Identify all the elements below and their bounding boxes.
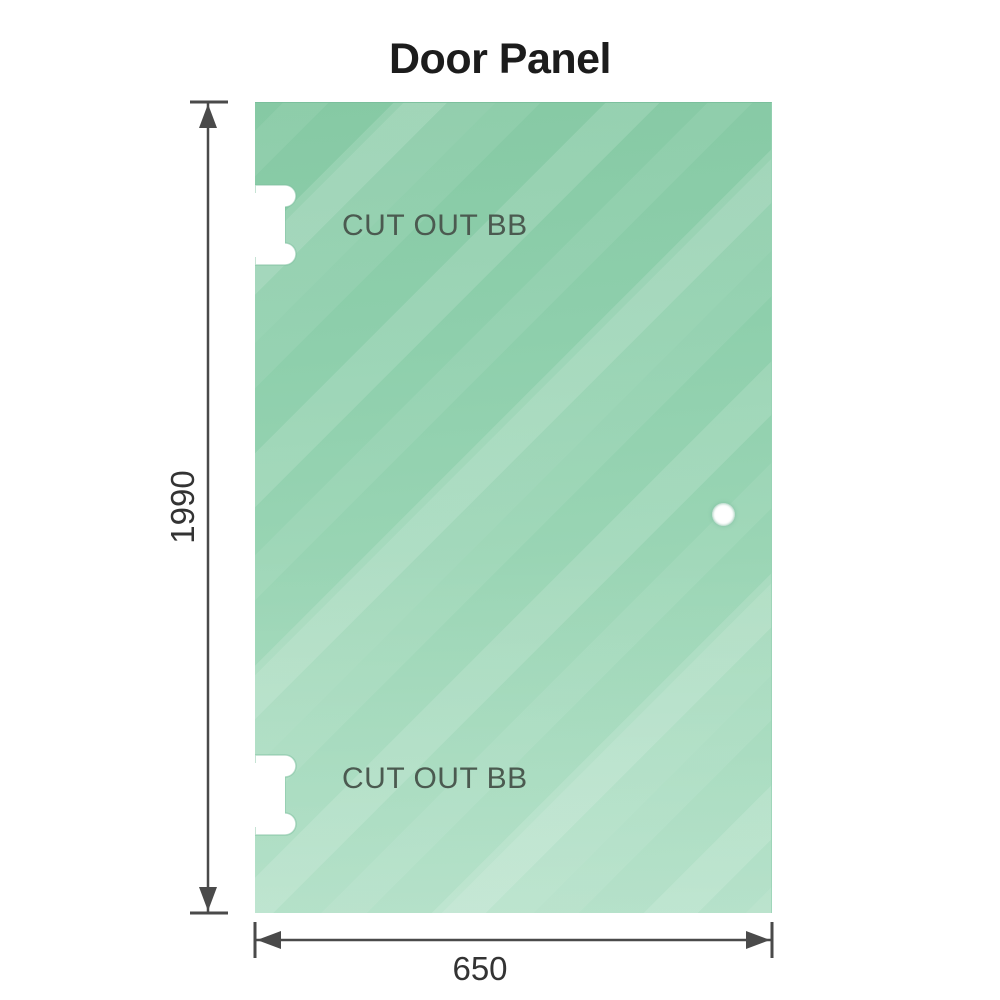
panel-glass-sheen [255,102,772,913]
cutout-upper [255,183,305,267]
door-panel [255,102,772,913]
dim-width-label: 650 [452,950,508,987]
dim-height-arrow-top [199,104,217,128]
panel-glass-streaks-secondary [255,102,772,913]
dim-width-arrow-right [746,931,770,949]
page-title: Door Panel [389,35,612,83]
panel-glass-fill [255,102,772,913]
cutout-lower [255,753,305,837]
dim-width-arrow-left [257,931,281,949]
dim-height-arrow-bottom [199,887,217,911]
dim-height-label: 1990 [164,470,201,544]
cutout-lower-label: CUT OUT BB [342,762,528,795]
handle-hole-icon [712,503,735,526]
panel-edge-outline [255,102,772,913]
panel-glass-streaks [255,102,772,913]
cutout-upper-label: CUT OUT BB [342,209,528,242]
